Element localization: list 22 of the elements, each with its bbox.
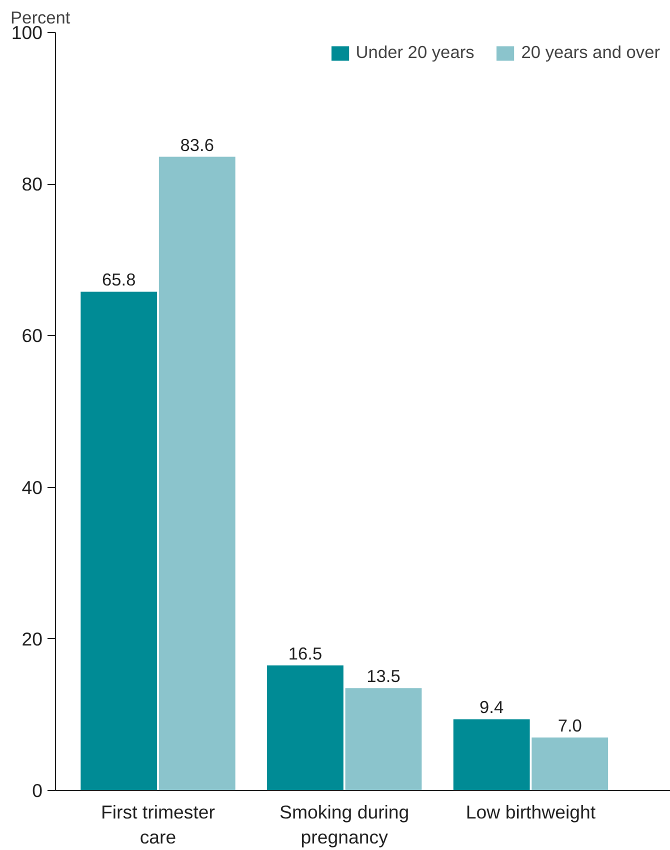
x-tick-label: Low birthweight — [466, 802, 596, 822]
data-label: 65.8 — [102, 270, 136, 290]
x-tick-label: Smoking during pregnancy — [280, 802, 410, 848]
bar — [345, 688, 422, 790]
data-label: 16.5 — [288, 643, 322, 664]
data-label: 7.0 — [558, 715, 582, 736]
bar — [80, 292, 158, 790]
x-tick-label: First trimester care — [100, 802, 216, 848]
y-tick-label: 60 — [22, 325, 43, 346]
bar — [158, 156, 236, 790]
y-tick-label: 0 — [32, 780, 43, 801]
bar — [267, 665, 344, 790]
y-tick-label: 20 — [22, 628, 43, 650]
bar — [453, 719, 530, 790]
bar — [532, 737, 608, 790]
y-tick-label: 80 — [22, 174, 43, 195]
data-label: 9.4 — [480, 697, 504, 718]
data-label: 13.5 — [366, 666, 400, 686]
data-label: 83.6 — [180, 134, 214, 155]
y-tick-label: 40 — [22, 476, 43, 498]
legend-label: 20 years and over — [521, 42, 660, 63]
legend-label: Under 20 years — [356, 42, 474, 63]
